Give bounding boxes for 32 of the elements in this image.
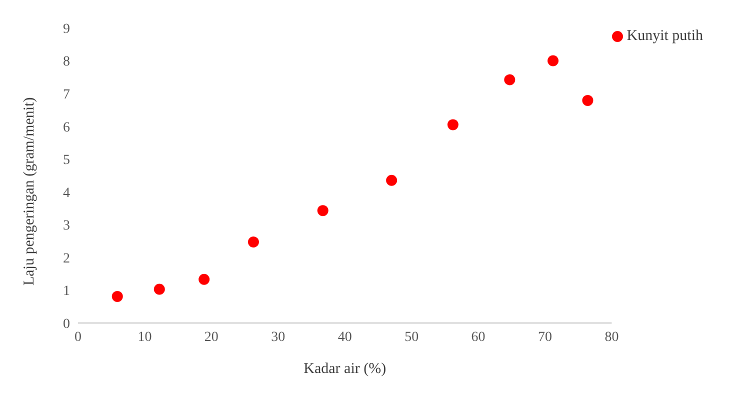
x-tick-label: 0 <box>74 330 82 345</box>
point <box>582 94 594 106</box>
y-axis-title: Laju pengeringan (gram/menit) <box>21 97 38 286</box>
legend-label: Kunyit putih <box>626 28 703 44</box>
x-tick-label: 60 <box>471 330 486 345</box>
x-tick-label: 20 <box>204 330 218 345</box>
x-tick-label: 10 <box>138 330 152 345</box>
y-tick-label: 8 <box>63 54 70 70</box>
y-tick-label: 5 <box>63 153 70 168</box>
y-tick-label: 4 <box>63 186 70 201</box>
x-axis-title: Kadar air (%) <box>304 361 386 377</box>
y-tick-label: 2 <box>63 251 70 266</box>
x-tick-label: 70 <box>538 330 552 345</box>
x-tick-label: 30 <box>271 330 286 345</box>
y-tick-label: 1 <box>63 284 70 300</box>
y-tick-label: 0 <box>63 316 70 332</box>
y-tick-label: 3 <box>63 218 70 234</box>
point <box>447 119 458 130</box>
y-tick-label: 7 <box>63 88 70 103</box>
point <box>504 74 516 86</box>
point <box>317 205 328 216</box>
point <box>248 236 259 248</box>
point <box>154 284 165 295</box>
point <box>386 174 398 186</box>
y-tick-label: 9 <box>63 22 70 37</box>
point <box>548 55 559 66</box>
x-tick-label: 40 <box>338 330 352 345</box>
point <box>112 290 123 302</box>
x-tick-label: 50 <box>404 330 419 345</box>
point <box>198 274 210 285</box>
y-tick-label: 6 <box>63 120 70 136</box>
x-tick-label: 80 <box>604 330 619 345</box>
